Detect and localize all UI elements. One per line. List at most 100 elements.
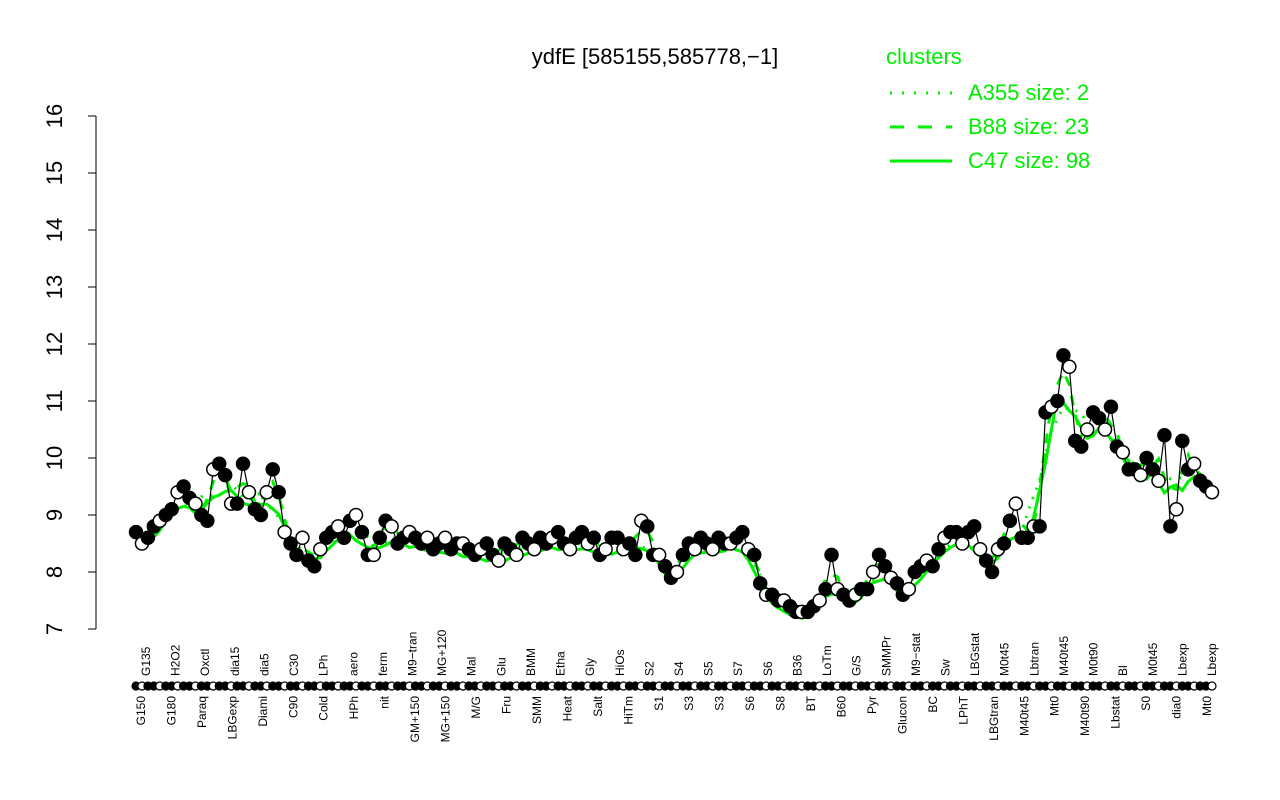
data-point — [366, 547, 382, 563]
data-point — [330, 519, 346, 534]
x-tick-label-bottom: Lbstat — [1109, 695, 1123, 728]
data-point — [241, 484, 257, 500]
x-tick-label-bottom: Mt0 — [1200, 696, 1214, 716]
x-tick-label-top: Lbexp — [1205, 643, 1219, 676]
data-point — [1032, 519, 1047, 534]
x-tick-label-bottom: HPh — [347, 696, 361, 719]
data-point — [420, 530, 435, 546]
x-tick-label-top: Lbexp — [1175, 643, 1189, 676]
x-tick-label-top: LPh — [317, 655, 331, 676]
data-point — [229, 496, 245, 511]
data-point — [735, 524, 750, 540]
data-point — [1097, 422, 1113, 437]
x-tick-label-top: S4 — [672, 661, 686, 676]
data-point — [889, 576, 905, 591]
data-point — [140, 530, 156, 546]
data-point — [865, 564, 881, 580]
data-point — [1133, 467, 1148, 483]
x-tick-label-bottom: BT — [804, 695, 818, 711]
x-tick-label-top: S7 — [731, 661, 745, 676]
x-tick-label-bottom: Diami — [256, 696, 270, 727]
data-point — [348, 507, 364, 523]
legend: clusters A355 size: 2 B88 size: 23 C47 s… — [886, 44, 1090, 178]
dashed-line-icon — [890, 125, 952, 129]
x-tick-label-bottom: nit — [378, 695, 392, 708]
data-point — [253, 507, 269, 523]
x-tick-label-top: Lbtran — [1027, 642, 1041, 676]
legend-title: clusters — [886, 44, 962, 69]
x-tick-label-bottom: LBGtran — [987, 696, 1001, 741]
x-tick-label-bottom: Mt0 — [1048, 696, 1062, 716]
data-point — [200, 513, 215, 528]
data-point — [1186, 456, 1202, 471]
data-point — [639, 519, 655, 534]
data-point — [550, 524, 566, 540]
x-tick-label-bottom: S3 — [713, 696, 727, 711]
data-point — [818, 581, 833, 597]
x-tick-label-top: Bl — [1116, 665, 1130, 676]
data-point — [188, 496, 203, 511]
x-tick-label-bottom: M40t90 — [1078, 696, 1092, 736]
x-tick-label-top: S6 — [761, 661, 775, 676]
data-point — [277, 524, 292, 540]
cluster-a355-line — [135, 405, 1213, 612]
x-tick-label-bottom: dia0 — [1170, 696, 1184, 719]
data-point — [1139, 450, 1154, 466]
data-point — [509, 547, 524, 563]
data-point — [235, 456, 251, 471]
x-tick-label-top: H2O2 — [169, 644, 183, 676]
x-tick-label-top: G/S — [850, 655, 864, 676]
condition-marker-strip — [131, 681, 1217, 691]
data-point — [527, 541, 542, 557]
data-point — [675, 547, 691, 563]
x-tick-label-bottom: SMM — [530, 696, 544, 724]
y-tick-label: 9 — [42, 509, 67, 521]
data-point — [1050, 393, 1065, 409]
y-tick-label: 11 — [42, 390, 67, 413]
chart-title: ydfE [585155,585778,−1] — [531, 44, 779, 69]
data-point — [491, 553, 506, 568]
y-tick-label: 14 — [42, 218, 67, 242]
x-tick-label-bottom: B60 — [835, 696, 849, 718]
legend-label: C47 size: 98 — [968, 148, 1091, 173]
data-point — [657, 559, 673, 574]
x-tick-label-bottom: GM+150 — [408, 696, 422, 743]
data-point — [1145, 462, 1160, 477]
x-tick-label-bottom: LPhT — [956, 695, 970, 724]
solid-line-icon — [890, 159, 952, 163]
data-point — [176, 479, 191, 494]
data-point — [562, 541, 578, 557]
x-tick-label-top: SMMPr — [879, 636, 893, 676]
x-tick-label-bottom: Paraq — [195, 696, 209, 728]
data-point — [336, 530, 352, 546]
x-tick-label-bottom: G150 — [134, 696, 148, 726]
x-tick-label-top: Glu — [494, 657, 508, 676]
data-point — [747, 547, 762, 563]
y-tick-label: 12 — [42, 332, 67, 356]
data-point — [217, 467, 233, 483]
x-tick-label-bottom: Cold — [317, 696, 331, 721]
y-tick-label: 13 — [42, 275, 67, 299]
x-tick-label-bottom: M/G — [469, 696, 483, 719]
x-tick-label-bottom: S1 — [652, 696, 666, 711]
x-tick-label-bottom: Heat — [560, 695, 574, 721]
data-point — [955, 536, 970, 551]
x-tick-label-top: M0t45 — [1146, 642, 1160, 676]
data-point — [1008, 496, 1024, 511]
data-point — [1169, 502, 1184, 517]
x-tick-label-top: ferm — [376, 652, 390, 676]
legend-label: B88 size: 23 — [968, 114, 1090, 139]
data-point — [687, 541, 703, 557]
data-point — [479, 536, 494, 551]
data-point — [295, 530, 310, 546]
x-tick-label-top: BMM — [524, 648, 538, 676]
x-tick-label-bottom: C90 — [286, 696, 300, 718]
x-tick-label-top: M0t45 — [998, 642, 1012, 676]
data-point — [1163, 519, 1178, 534]
data-point — [271, 484, 286, 500]
x-tick-label-top: S2 — [642, 661, 656, 676]
x-tick-label-top: M0t90 — [1087, 642, 1101, 676]
x-tick-label-bottom: G180 — [164, 696, 178, 726]
data-point — [901, 581, 917, 597]
